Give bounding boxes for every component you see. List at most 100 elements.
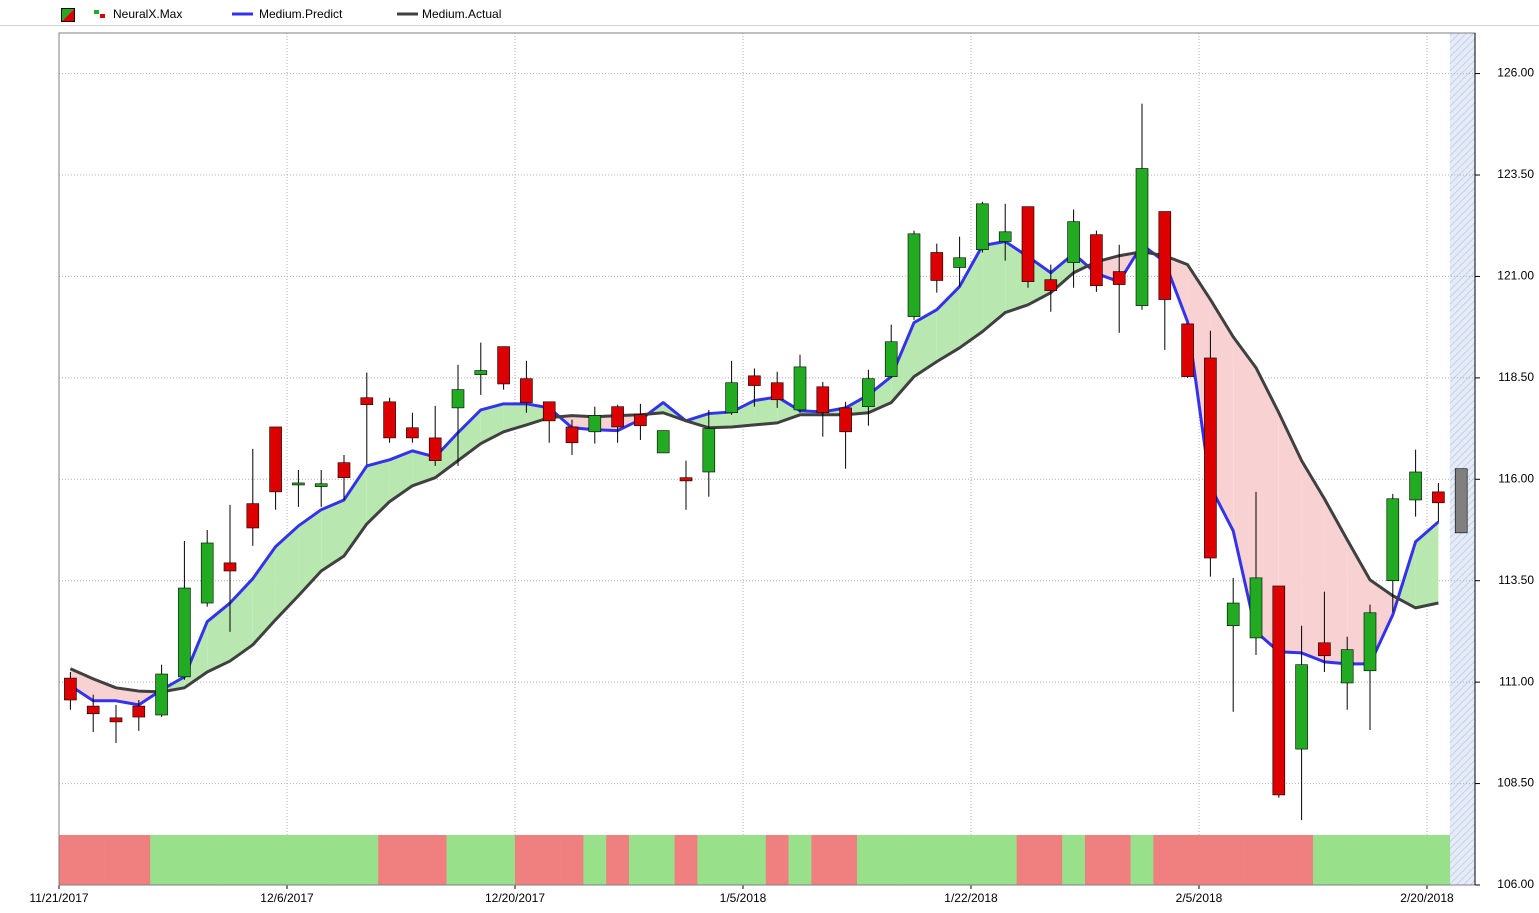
candle-body xyxy=(1181,323,1194,377)
spread-area xyxy=(503,403,527,432)
candle-body xyxy=(1409,471,1422,501)
candle-body xyxy=(565,426,579,444)
signal-cell xyxy=(1221,835,1245,885)
signal-cell xyxy=(1176,835,1200,885)
spread-area xyxy=(207,603,230,672)
candle-body xyxy=(474,370,488,375)
signal-cell xyxy=(606,835,630,885)
candle-body xyxy=(1454,468,1468,534)
spread-area xyxy=(708,411,732,428)
x-tick-label: 1/22/2018 xyxy=(944,891,998,905)
candle-body xyxy=(360,397,374,405)
spread-area xyxy=(275,525,299,620)
candle-body xyxy=(314,483,328,487)
signal-cell xyxy=(857,835,881,885)
candle-body xyxy=(1386,498,1400,582)
legend-icon xyxy=(94,10,99,14)
candle-body xyxy=(998,231,1012,242)
candle-body xyxy=(725,382,738,414)
y-tick-label: 116.00 xyxy=(1498,471,1534,485)
signal-cell xyxy=(515,835,539,885)
x-tick-label: 2/5/2018 xyxy=(1176,891,1223,905)
candle-body xyxy=(634,414,647,427)
legend-label: Medium.Predict xyxy=(259,7,343,21)
legend-icon xyxy=(61,8,75,22)
signal-cell xyxy=(446,835,470,885)
candle-body xyxy=(1226,602,1240,627)
candle-body xyxy=(770,382,784,401)
signal-cell xyxy=(1427,835,1451,885)
spread-area xyxy=(731,400,755,427)
candle-body xyxy=(497,346,510,385)
candle-body xyxy=(976,203,989,250)
y-tick-label: 108.50 xyxy=(1497,776,1534,790)
spread-area xyxy=(230,578,253,662)
candle-body xyxy=(520,378,533,403)
candle-body xyxy=(86,705,100,715)
signal-cell xyxy=(104,835,128,885)
signal-cell xyxy=(765,835,789,885)
signal-cell xyxy=(59,835,83,885)
y-tick-label: 126.00 xyxy=(1497,66,1534,80)
y-tick-label: 111.00 xyxy=(1499,674,1534,688)
candle-body xyxy=(1432,491,1445,504)
signal-cell xyxy=(492,835,516,885)
signal-cell xyxy=(902,835,926,885)
signal-cell xyxy=(948,835,972,885)
x-tick-label: 12/20/2017 xyxy=(485,891,545,905)
candle-body xyxy=(679,477,693,482)
signal-cell xyxy=(629,835,653,885)
candle-body xyxy=(406,427,419,439)
x-tick-label: 1/5/2018 xyxy=(720,891,767,905)
candle-body xyxy=(748,375,761,386)
candle-body xyxy=(702,428,716,473)
candle-body xyxy=(1044,279,1058,291)
candle-body xyxy=(1340,649,1354,684)
candle-body xyxy=(907,233,921,317)
candle-body xyxy=(1135,168,1149,306)
signal-cell xyxy=(401,835,425,885)
spread-area xyxy=(458,409,481,461)
signal-cell xyxy=(423,835,447,885)
signal-cell xyxy=(993,835,1017,885)
candle-body xyxy=(1158,211,1172,300)
signal-cell xyxy=(1153,835,1177,885)
candle-body xyxy=(132,705,146,718)
y-tick-label: 113.50 xyxy=(1498,573,1534,587)
candle-body xyxy=(1249,577,1263,639)
x-tick-label: 11/21/2017 xyxy=(29,891,88,905)
signal-cell xyxy=(1313,835,1337,885)
candle-body xyxy=(542,401,556,422)
legend-icon xyxy=(100,14,105,18)
signal-cell xyxy=(309,835,333,885)
signal-cell xyxy=(1016,835,1040,885)
spread-area xyxy=(1415,521,1439,608)
candle-body xyxy=(588,415,602,433)
signal-cell xyxy=(834,835,858,885)
legend-label: NeuralX.Max xyxy=(113,7,182,21)
spread-area xyxy=(93,678,116,701)
legend: NeuralX.Max Medium.Predict Medium.Actual xyxy=(61,7,501,22)
signal-cell xyxy=(1358,835,1382,885)
x-tick-label: 12/6/2017 xyxy=(260,891,314,905)
signal-cell xyxy=(1085,835,1109,885)
spread-area xyxy=(1324,498,1348,664)
signal-cell xyxy=(674,835,698,885)
candle-body xyxy=(1067,221,1080,263)
signal-cell xyxy=(173,835,197,885)
signal-cell xyxy=(925,835,949,885)
signal-cell xyxy=(651,835,675,885)
legend-icon xyxy=(62,9,74,21)
y-tick-label: 121.00 xyxy=(1497,269,1534,283)
candle-body xyxy=(816,386,830,414)
signal-cell xyxy=(241,835,265,885)
spread-area xyxy=(1301,460,1325,662)
candle-body xyxy=(862,378,875,407)
signal-cell xyxy=(788,835,812,885)
candle-body xyxy=(611,406,624,428)
y-tick-label: 118.50 xyxy=(1498,370,1534,384)
candle-body xyxy=(839,407,852,433)
signal-cell xyxy=(218,835,242,885)
signal-cell xyxy=(1335,835,1359,885)
spread-area xyxy=(321,499,344,571)
